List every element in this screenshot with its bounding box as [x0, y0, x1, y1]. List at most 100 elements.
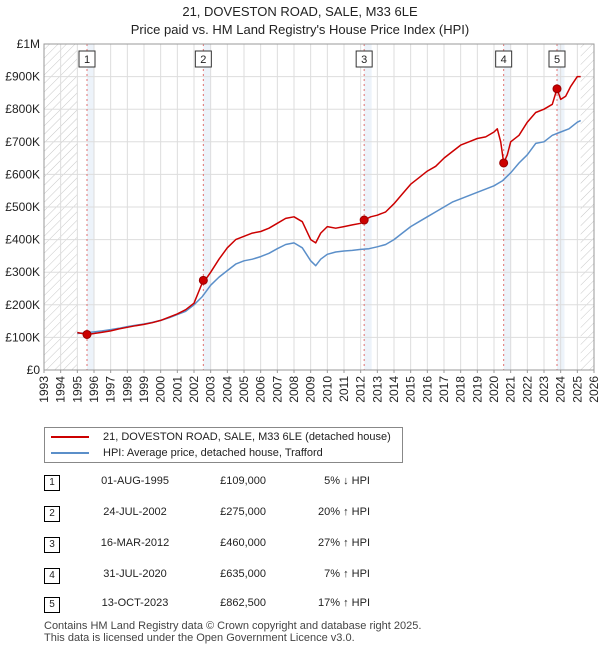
- sale-date: 13-OCT-2023: [101, 597, 169, 609]
- legend-swatch-red: [51, 436, 89, 438]
- sale-point: [499, 158, 509, 168]
- x-tick-label: 1997: [104, 376, 118, 403]
- sale-number-badge: 4: [44, 568, 60, 584]
- x-tick-label: 1995: [70, 376, 84, 403]
- x-tick-label: 2023: [537, 376, 551, 403]
- x-tick-label: 1994: [54, 376, 68, 403]
- chart-subtitle: Price paid vs. HM Land Registry's House …: [130, 22, 470, 37]
- y-tick-label: £200K: [5, 298, 40, 312]
- sale-number-box: [548, 50, 566, 68]
- sale-number-badge: 3: [44, 537, 60, 553]
- footer-copyright: Contains HM Land Registry data © Crown c…: [44, 620, 422, 632]
- sale-number-label: 1: [84, 54, 90, 66]
- y-tick-label: £1M: [17, 37, 40, 51]
- x-tick-label: 2010: [320, 376, 334, 403]
- sale-date: 24-JUL-2002: [103, 506, 167, 518]
- legend-item-property: 21, DOVESTON ROAD, SALE, M33 6LE (detach…: [51, 429, 391, 445]
- x-tick-label: 2024: [554, 376, 568, 403]
- y-tick-label: £500K: [5, 200, 40, 214]
- x-tick-label: 2026: [587, 376, 600, 403]
- table-row: 1 01-AUG-1995 £109,000 5% ↓ HPI: [0, 475, 600, 495]
- sale-date: 31-JUL-2020: [103, 568, 167, 580]
- y-tick-label: £800K: [5, 102, 40, 116]
- x-tick-label: 2018: [454, 376, 468, 403]
- sale-hpi-diff: 20% ↑ HPI: [318, 506, 370, 518]
- table-row: 3 16-MAR-2012 £460,000 27% ↑ HPI: [0, 537, 600, 557]
- x-tick-label: 2020: [487, 376, 501, 403]
- sale-price: £275,000: [220, 506, 266, 518]
- x-tick-label: 2013: [370, 376, 384, 403]
- sale-number-label: 2: [200, 54, 206, 66]
- sale-price: £109,000: [220, 475, 266, 487]
- x-tick-label: 2000: [154, 376, 168, 403]
- y-tick-label: £100K: [5, 330, 40, 344]
- sale-number-badge: 1: [44, 475, 60, 491]
- x-tick-label: 2001: [170, 376, 184, 403]
- y-tick-label: £700K: [5, 135, 40, 149]
- y-tick-label: £0: [27, 363, 41, 377]
- table-row: 2 24-JUL-2002 £275,000 20% ↑ HPI: [0, 506, 600, 526]
- legend: 21, DOVESTON ROAD, SALE, M33 6LE (detach…: [44, 427, 403, 463]
- sale-hpi-diff: 27% ↑ HPI: [318, 537, 370, 549]
- x-tick-label: 2008: [287, 376, 301, 403]
- y-tick-label: £600K: [5, 167, 40, 181]
- y-tick-label: £400K: [5, 233, 40, 247]
- sale-hpi-diff: 5% ↓ HPI: [324, 475, 370, 487]
- legend-item-hpi: HPI: Average price, detached house, Traf…: [51, 445, 323, 461]
- sale-number-box: [194, 50, 212, 68]
- sale-hpi-diff: 7% ↑ HPI: [324, 568, 370, 580]
- x-tick-label: 2006: [254, 376, 268, 403]
- y-tick-label: £900K: [5, 70, 40, 84]
- table-row: 4 31-JUL-2020 £635,000 7% ↑ HPI: [0, 568, 600, 588]
- x-tick-label: 2011: [337, 376, 351, 402]
- sale-number-box: [355, 50, 373, 68]
- x-tick-label: 2004: [220, 376, 234, 403]
- x-tick-label: 2002: [187, 376, 201, 403]
- sale-price: £460,000: [220, 537, 266, 549]
- sale-number-badge: 5: [44, 597, 60, 613]
- x-tick-label: 1993: [37, 376, 51, 403]
- x-tick-label: 2003: [204, 376, 218, 403]
- x-tick-label: 2022: [520, 376, 534, 403]
- legend-swatch-blue: [51, 452, 89, 454]
- x-tick-label: 2019: [470, 376, 484, 403]
- chart-title: 21, DOVESTON ROAD, SALE, M33 6LE: [182, 4, 418, 19]
- sale-point: [82, 329, 92, 339]
- table-row: 5 13-OCT-2023 £862,500 17% ↑ HPI: [0, 597, 600, 617]
- footer-licence: This data is licensed under the Open Gov…: [44, 632, 355, 644]
- x-tick-label: 1996: [87, 376, 101, 403]
- sale-number-box: [78, 50, 96, 68]
- plot-border: [43, 43, 595, 371]
- sale-point: [552, 84, 562, 94]
- sale-number-badge: 2: [44, 506, 60, 522]
- x-tick-label: 2009: [304, 376, 318, 403]
- sale-point: [359, 215, 369, 225]
- sale-point: [198, 275, 208, 285]
- sale-number-box: [495, 50, 513, 68]
- x-tick-label: 2017: [437, 376, 451, 403]
- sale-hpi-diff: 17% ↑ HPI: [318, 597, 370, 609]
- sale-price: £862,500: [220, 597, 266, 609]
- x-tick-label: 2014: [387, 376, 401, 403]
- sale-date: 01-AUG-1995: [101, 475, 169, 487]
- x-tick-label: 2025: [570, 376, 584, 403]
- sale-price: £635,000: [220, 568, 266, 580]
- chart: 1 2 3 4 5 £0 £100K £200K £300K £400K £500K £600K £7…: [5, 37, 600, 403]
- x-tick-label: 2021: [504, 376, 518, 403]
- footer: Contains HM Land Registry data © Crown c…: [44, 620, 421, 644]
- x-tick-label: 1999: [137, 376, 151, 403]
- sale-number-label: 4: [501, 54, 507, 66]
- x-tick-label: 2016: [420, 376, 434, 403]
- legend-label: HPI: Average price, detached house, Traf…: [103, 447, 323, 459]
- sale-number-label: 5: [554, 54, 560, 66]
- x-tick-label: 2007: [270, 376, 284, 403]
- x-tick-label: 2012: [354, 376, 368, 403]
- x-tick-label: 2015: [404, 376, 418, 403]
- sale-date: 16-MAR-2012: [100, 537, 170, 549]
- property-price-line: [77, 75, 581, 336]
- sale-number-label: 3: [361, 54, 367, 66]
- x-tick-label: 2005: [237, 376, 251, 403]
- legend-label: 21, DOVESTON ROAD, SALE, M33 6LE (detach…: [103, 431, 391, 443]
- x-tick-label: 1998: [120, 376, 134, 403]
- y-tick-label: £300K: [5, 265, 40, 279]
